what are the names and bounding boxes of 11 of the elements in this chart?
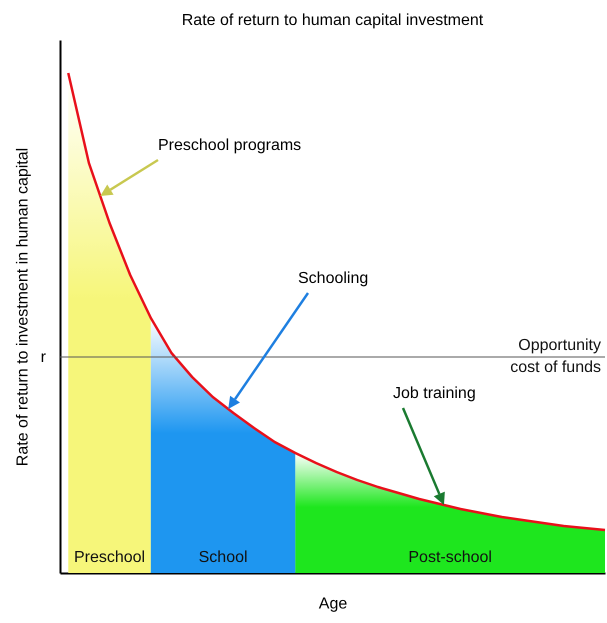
series-label: School xyxy=(198,549,248,566)
x-axis-title: Age xyxy=(318,596,348,612)
chart-title: Rate of return to human capital investment xyxy=(182,12,484,29)
y-axis-title: Rate of return to investment in human capital xyxy=(14,148,32,466)
series-label: Preschool xyxy=(74,549,146,566)
series-label: Post-school xyxy=(408,549,492,566)
annotation: Job training xyxy=(393,385,476,402)
annotation: Schooling xyxy=(298,270,368,287)
text: r xyxy=(40,349,47,366)
annotation: Preschool programs xyxy=(158,137,302,154)
ref-line-label: Opportunity cost of funds xyxy=(510,337,601,376)
